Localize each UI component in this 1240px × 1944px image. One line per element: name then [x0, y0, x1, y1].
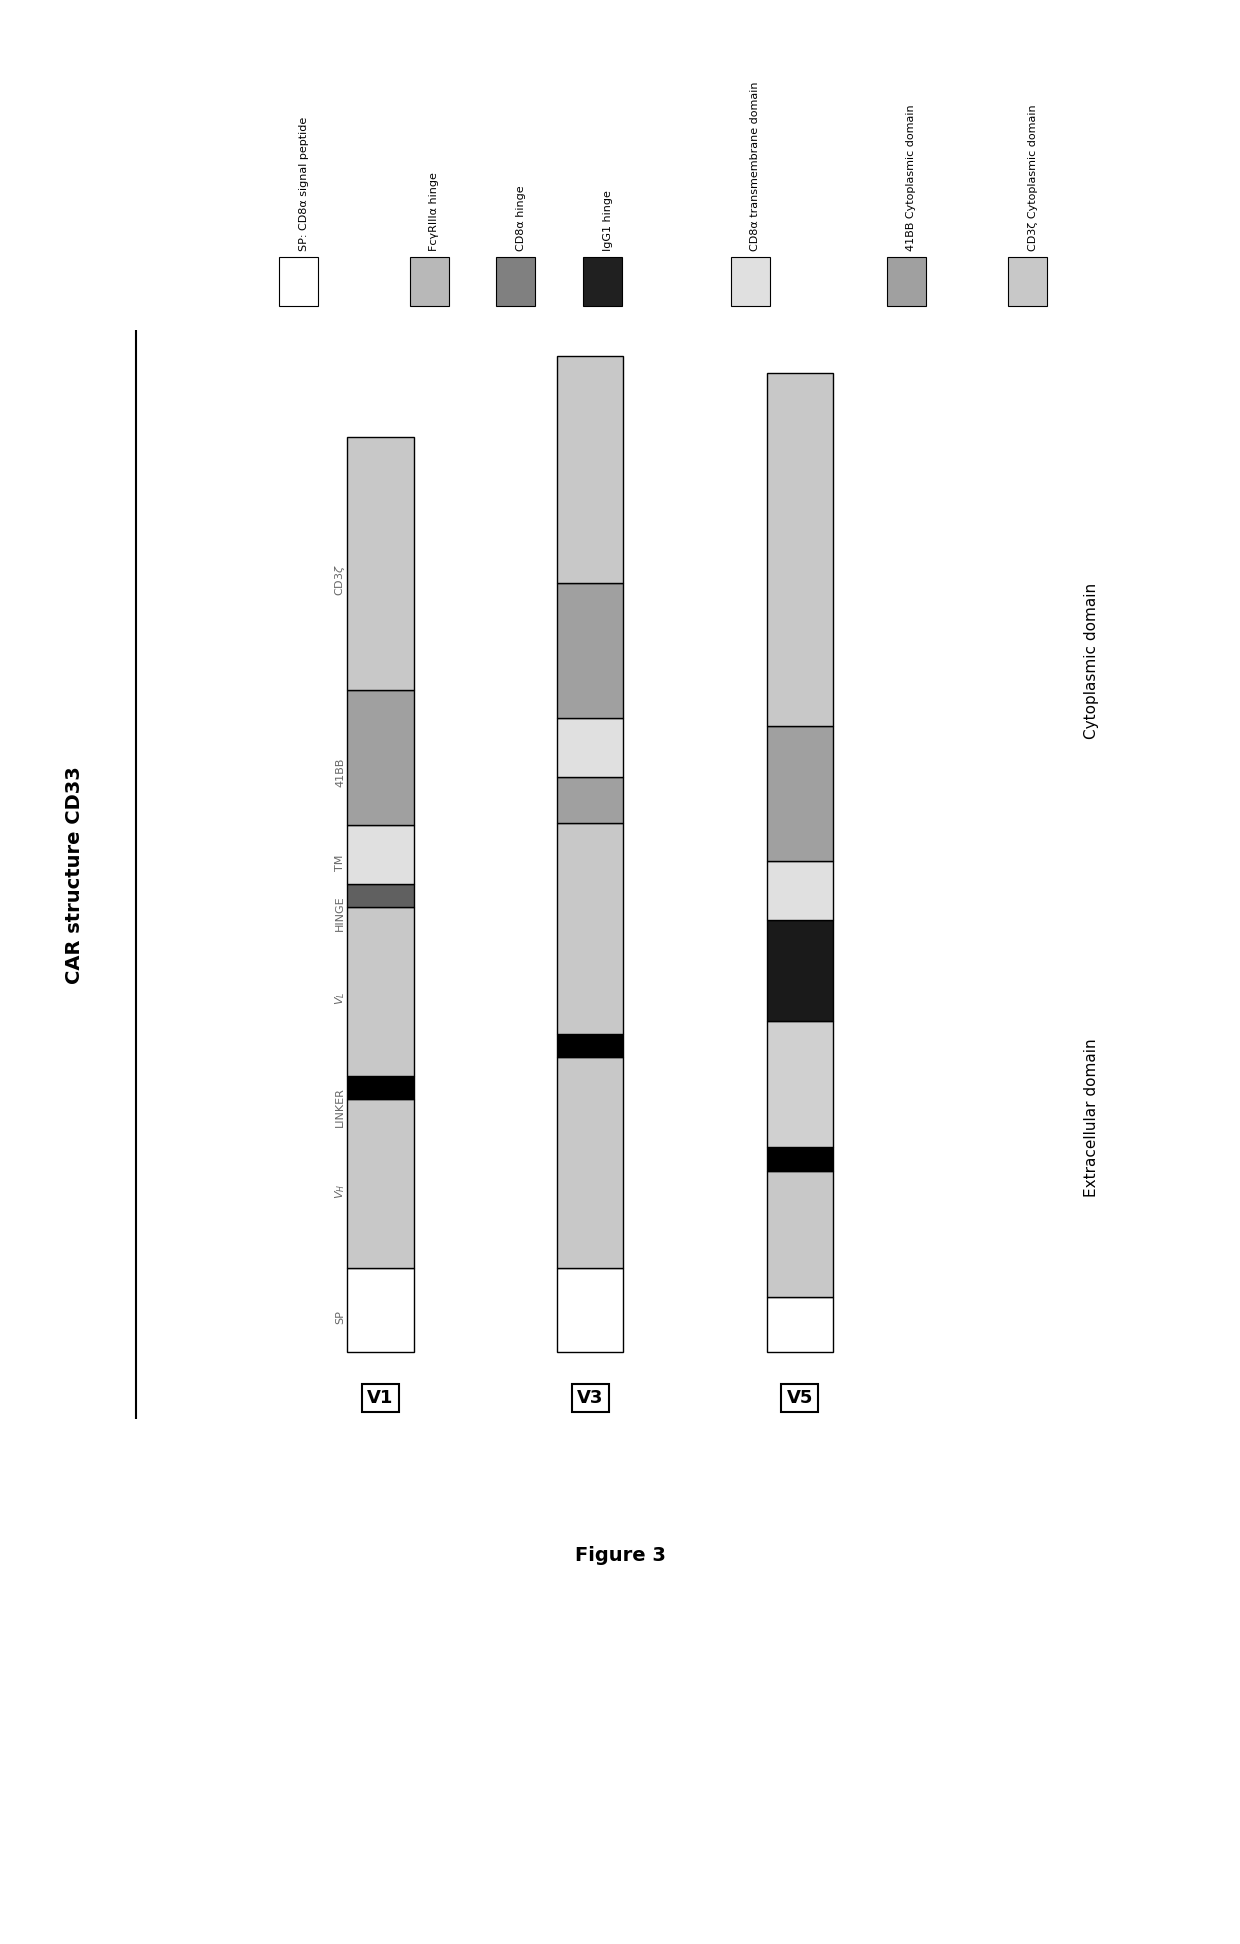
Text: CD3ζ Cytoplasmic domain: CD3ζ Cytoplasmic domain [1028, 105, 1038, 251]
Text: Figure 3: Figure 3 [574, 1545, 666, 1565]
Bar [347, 1098, 414, 1267]
Text: 41BB: 41BB [335, 758, 345, 787]
Text: $V_H$: $V_H$ [334, 1184, 347, 1199]
Bar [347, 1075, 414, 1098]
Text: V3: V3 [577, 1390, 604, 1407]
Text: LINKER: LINKER [335, 1087, 345, 1128]
Bar [496, 257, 536, 305]
Text: V1: V1 [367, 1390, 393, 1407]
Text: 41BB Cytoplasmic domain: 41BB Cytoplasmic domain [906, 105, 916, 251]
Bar [1008, 257, 1048, 305]
Bar [766, 920, 833, 1021]
Bar [279, 257, 319, 305]
Bar [557, 717, 624, 778]
Bar [766, 727, 833, 861]
Bar [557, 583, 624, 717]
Bar [409, 257, 449, 305]
Bar [583, 257, 622, 305]
Text: Extracellular domain: Extracellular domain [1084, 1038, 1099, 1198]
Text: V5: V5 [786, 1390, 813, 1407]
Text: SP: CD8α signal peptide: SP: CD8α signal peptide [299, 117, 309, 251]
Bar [557, 356, 624, 583]
Bar [730, 257, 770, 305]
Bar [766, 1297, 833, 1351]
Text: HINGE: HINGE [335, 896, 345, 931]
Text: FcγRIIIα hinge: FcγRIIIα hinge [429, 173, 439, 251]
Bar [347, 824, 414, 885]
Bar [347, 885, 414, 908]
Bar [557, 1034, 624, 1058]
Text: CAR structure CD33: CAR structure CD33 [64, 766, 84, 984]
Text: CD8α transmembrane domain: CD8α transmembrane domain [750, 82, 760, 251]
Bar [347, 908, 414, 1075]
Text: SP: SP [335, 1310, 345, 1324]
Bar [557, 1058, 624, 1267]
Bar [347, 437, 414, 690]
Bar [557, 778, 624, 822]
Bar [887, 257, 926, 305]
Text: TM: TM [335, 853, 345, 871]
Bar [766, 1170, 833, 1297]
Bar [347, 690, 414, 824]
Text: Cytoplasmic domain: Cytoplasmic domain [1084, 583, 1099, 739]
Bar [766, 373, 833, 727]
Text: CD3$\zeta$: CD3$\zeta$ [334, 564, 347, 595]
Bar [557, 1267, 624, 1351]
Text: CD8α hinge: CD8α hinge [516, 185, 526, 251]
Text: $V_L$: $V_L$ [334, 991, 347, 1005]
Bar [766, 1021, 833, 1147]
Bar [766, 1147, 833, 1170]
Text: IgG1 hinge: IgG1 hinge [603, 191, 613, 251]
Bar [766, 861, 833, 920]
Bar [557, 822, 624, 1034]
Bar [347, 1267, 414, 1351]
